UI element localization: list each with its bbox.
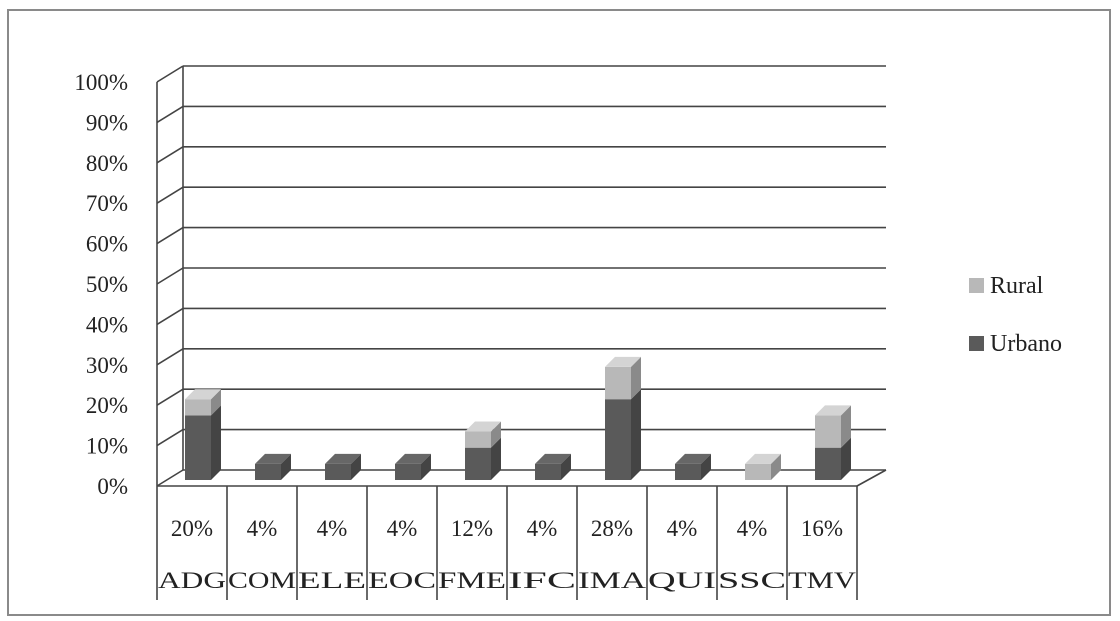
bar-top-rural xyxy=(185,389,221,400)
data-table-value: 16% xyxy=(801,516,843,541)
bar-side-rural xyxy=(771,453,781,480)
data-table-value: 4% xyxy=(317,516,348,541)
y-tick-label: 80% xyxy=(86,151,128,176)
bar-side-urbano xyxy=(561,453,571,480)
bar-top-urbano xyxy=(675,453,711,464)
category-label: TMV xyxy=(788,568,856,593)
bar-urbano-eoc xyxy=(395,463,421,480)
legend-label-rural: Rural xyxy=(990,273,1044,299)
bar-side-urbano xyxy=(631,389,641,480)
legend-label-urbano: Urbano xyxy=(990,331,1062,357)
y-tick-label: 50% xyxy=(86,272,128,297)
gridline-diagonal xyxy=(156,428,184,447)
bar-side-rural xyxy=(211,389,221,416)
bar-urbano-ifc xyxy=(535,463,561,480)
y-tick-label: 90% xyxy=(86,110,128,135)
bar-side-urbano xyxy=(421,453,431,480)
gridline-diagonal xyxy=(156,226,184,245)
bar-top-rural xyxy=(745,453,781,464)
bar-side-rural xyxy=(491,421,501,448)
legend: Rural Urbano xyxy=(969,273,1062,357)
bar-rural-adg xyxy=(185,399,211,416)
bar-rural-fme xyxy=(465,431,491,448)
bar-side-urbano xyxy=(281,453,291,480)
bar-side-urbano xyxy=(701,453,711,480)
y-tick-label: 60% xyxy=(86,232,128,257)
bar-side-rural xyxy=(631,356,641,400)
category-label: IFC xyxy=(508,568,576,593)
bars xyxy=(185,356,851,480)
bar-side-urbano xyxy=(211,405,221,480)
gridline-diagonal xyxy=(156,348,184,366)
bar-side-rural xyxy=(841,405,851,448)
bar-top-urbano xyxy=(255,453,291,464)
bar-top-rural xyxy=(815,405,851,416)
bar-urbano-tmv xyxy=(815,447,841,480)
y-tick-label: 0% xyxy=(97,474,128,499)
floor-right-edge xyxy=(856,469,887,487)
category-label: QUI xyxy=(648,568,716,593)
y-tick-label: 30% xyxy=(86,353,128,378)
category-label: ADG xyxy=(158,568,226,593)
gridline-diagonal xyxy=(156,469,184,487)
y-tick-label: 100% xyxy=(74,70,128,95)
data-table-value: 4% xyxy=(527,516,558,541)
category-label: EOC xyxy=(368,568,436,593)
category-label: ELE xyxy=(298,568,366,593)
y-tick-label: 10% xyxy=(86,434,128,459)
gridline-diagonal xyxy=(156,186,184,204)
bar-urbano-com xyxy=(255,463,281,480)
gridline-diagonal xyxy=(156,146,184,164)
data-table-value: 12% xyxy=(451,516,493,541)
bar-rural-tmv xyxy=(815,415,841,448)
bar-top-rural xyxy=(465,421,501,432)
gridline-diagonal xyxy=(156,65,184,83)
bar-top-urbano xyxy=(395,453,431,464)
bar-top-urbano xyxy=(325,453,361,464)
bar-side-urbano xyxy=(351,453,361,480)
bar-side-urbano xyxy=(841,437,851,480)
y-tick-label: 40% xyxy=(86,312,128,337)
y-axis-tick-labels: 0% 10% 20% 30% 40% 50% 60% 70% 80% 90% 100% xyxy=(74,70,128,499)
gridline-diagonal xyxy=(156,388,184,406)
data-table: 20% ADG 4% COM 4% ELE 4% EOC 12% FME 4% IFC 28% IMA 4%… xyxy=(156,486,858,600)
data-table-value: 4% xyxy=(737,516,768,541)
gridline-diagonal xyxy=(156,307,184,326)
category-label: SSC xyxy=(718,568,786,593)
data-table-value: 28% xyxy=(591,516,633,541)
bar-urbano-adg xyxy=(185,415,211,480)
y-tick-label: 20% xyxy=(86,393,128,418)
data-table-value: 4% xyxy=(667,516,698,541)
bar-rural-ssc xyxy=(745,463,771,480)
y-tick-label: 70% xyxy=(86,191,128,216)
gridline-diagonal xyxy=(156,105,184,124)
category-label: COM xyxy=(228,568,296,593)
category-label: IMA xyxy=(578,568,647,593)
data-table-value: 4% xyxy=(387,516,418,541)
category-label: FME xyxy=(438,568,506,593)
bar-urbano-ima xyxy=(605,399,631,480)
bar-rural-ima xyxy=(605,366,631,400)
data-table-value: 20% xyxy=(171,516,213,541)
legend-swatch-urbano xyxy=(969,336,984,351)
bar-urbano-ele xyxy=(325,463,351,480)
bar-urbano-fme xyxy=(465,447,491,480)
bar-top-urbano xyxy=(535,453,571,464)
bar-top-rural xyxy=(605,356,641,367)
bar-urbano-qui xyxy=(675,463,701,480)
gridline-diagonal xyxy=(156,267,184,285)
bar-side-urbano xyxy=(491,437,501,480)
data-table-value: 4% xyxy=(247,516,278,541)
legend-swatch-rural xyxy=(969,278,984,293)
chart-frame xyxy=(7,9,1111,616)
